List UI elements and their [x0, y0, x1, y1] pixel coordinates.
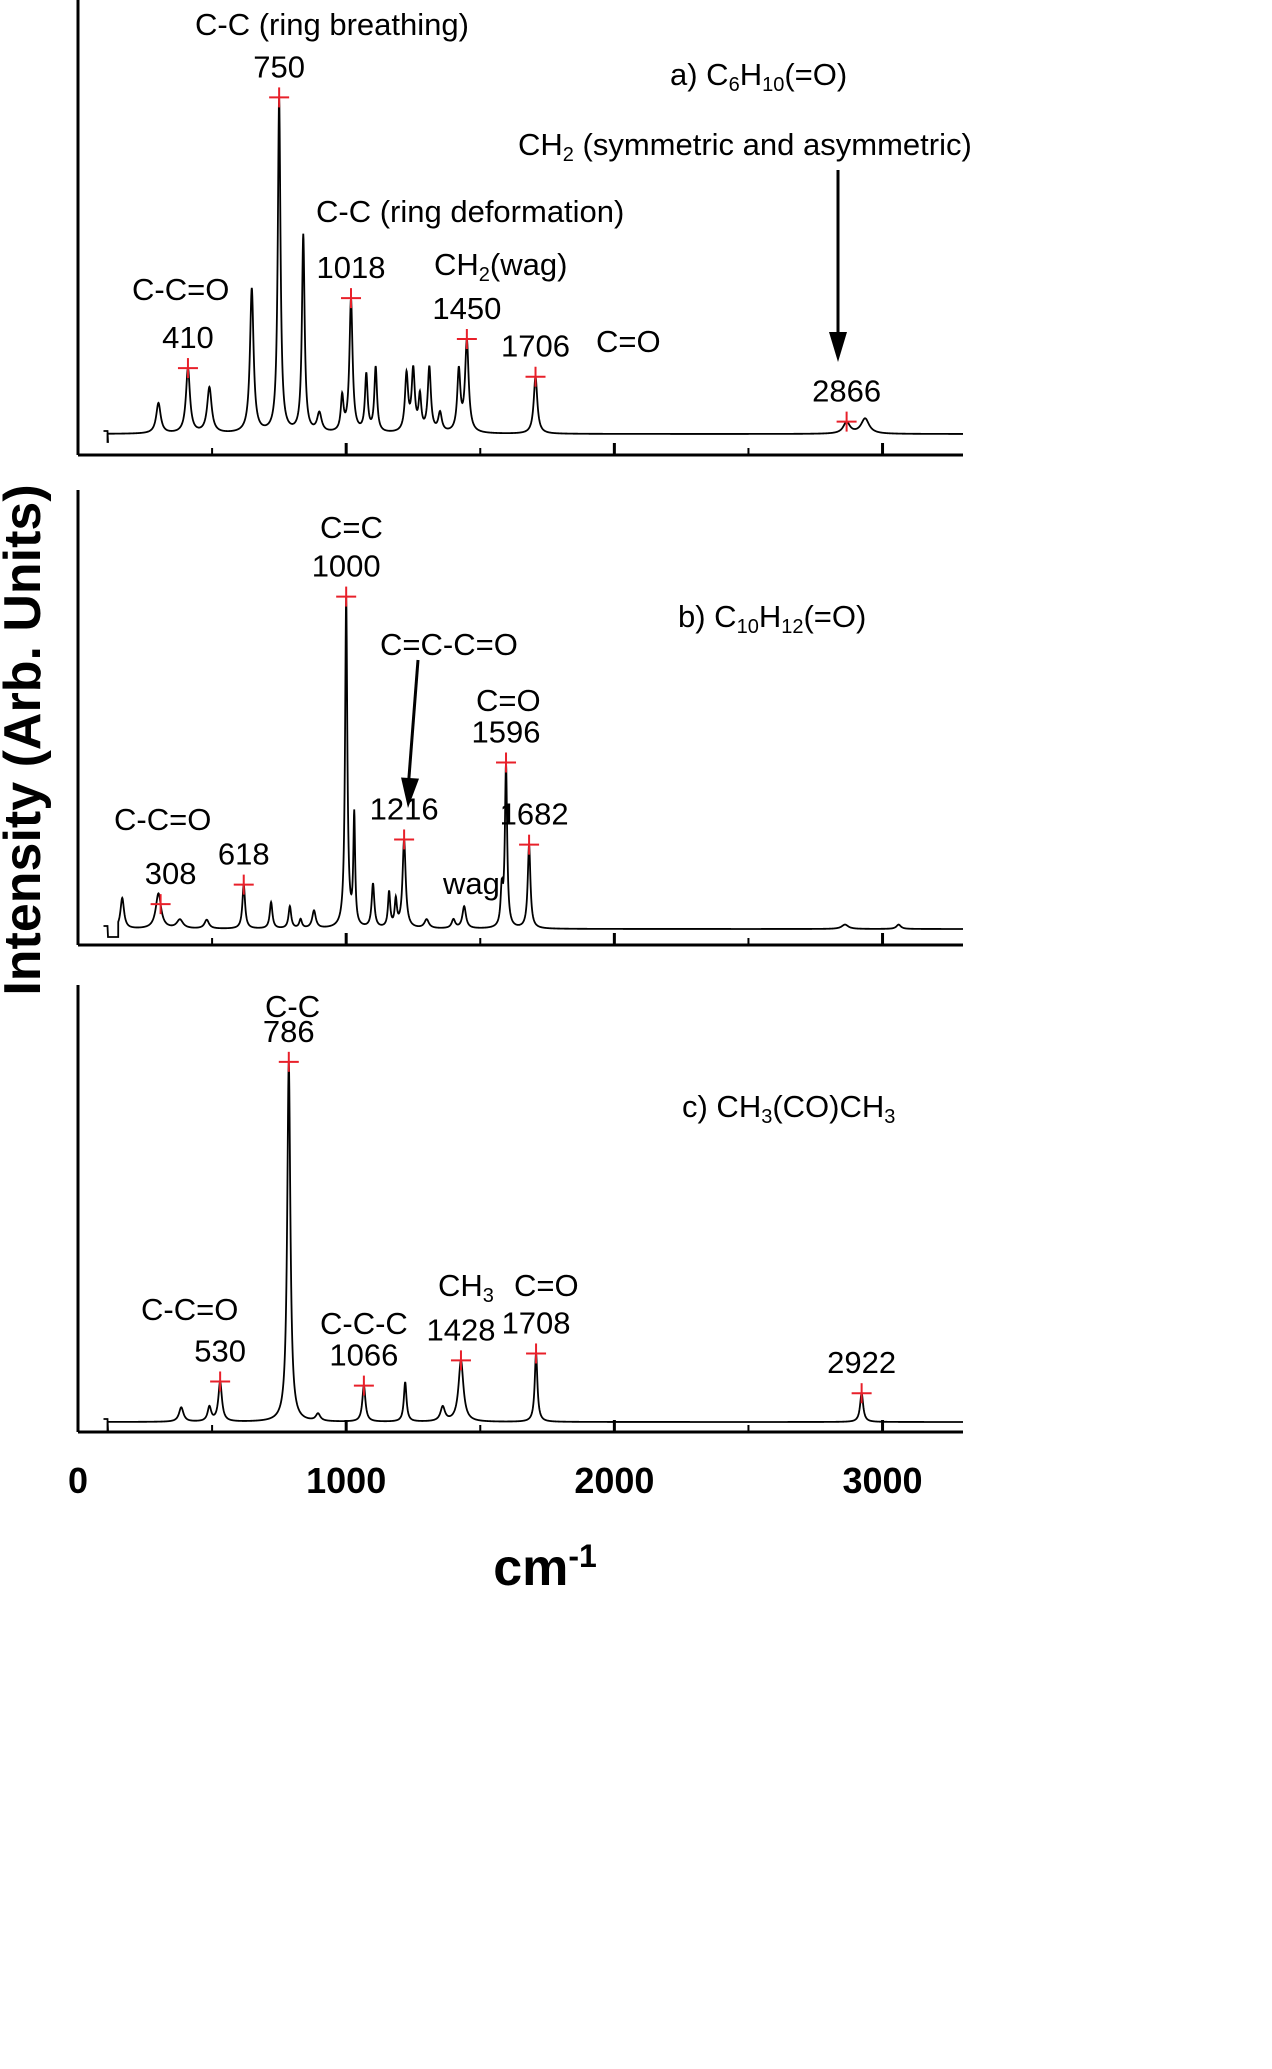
annotation-c-eq-c-part: C=C	[320, 510, 383, 545]
annotation-ch2-wag-part: (wag)	[490, 247, 568, 282]
annotation-c-c-o-part: C-C=O	[141, 1292, 238, 1327]
annotation-c-c-c: C-C-C	[320, 1306, 408, 1341]
annotation-ch3-part: 3	[483, 1285, 494, 1307]
annotation-c-o: C=O	[476, 683, 541, 718]
x-axis-title: cm-1	[493, 1538, 597, 1597]
annotation-c-o: C=O	[514, 1268, 579, 1303]
compound-label-part: 6	[729, 74, 740, 96]
peak-label: 2922	[827, 1345, 896, 1380]
annotation-c-c-c-part: C-C-C	[320, 1306, 408, 1341]
annotation-c-c-part: C-C	[265, 989, 320, 1024]
annotation-c-o: C=O	[596, 324, 661, 359]
annotation-ch2-wag-part: 2	[479, 264, 490, 286]
peak-label: 1682	[500, 797, 569, 832]
compound-label-part: a) C	[670, 57, 729, 92]
annotation-ch3: CH3	[438, 1268, 494, 1307]
annotation-ch2-stretch-part: (symmetric and asymmetric)	[574, 127, 972, 162]
spectrum-line	[103, 596, 963, 938]
peak-label: 410	[162, 320, 214, 355]
annotation-conj: C=C-C=O	[380, 627, 518, 662]
peak-label: 1066	[329, 1338, 398, 1373]
annotation-c-c-o-part: C-C=O	[114, 802, 211, 837]
annotation-c-o-part: C=O	[514, 1268, 579, 1303]
peak-label: 1706	[501, 329, 570, 364]
arrow-ch2-head	[829, 332, 847, 362]
annotation-wag: wag	[442, 866, 500, 901]
compound-label-part: 10	[737, 616, 759, 638]
x-tick-label: 0	[68, 1460, 88, 1501]
compound-label: b) C10H12(=O)	[678, 599, 866, 638]
x-axis-title-base: cm	[493, 1539, 568, 1597]
annotation-ring-deformation-part: C-C (ring deformation)	[316, 194, 624, 229]
peak-label: 2866	[812, 374, 881, 409]
arrow-conj-shaft	[406, 659, 420, 791]
x-axis-title-exp: -1	[568, 1538, 596, 1574]
compound-label-part: (=O)	[803, 599, 866, 634]
peak-label: 618	[218, 837, 270, 872]
annotation-c-o-part: C=O	[476, 683, 541, 718]
y-axis-title: Intensity (Arb. Units)	[0, 484, 52, 995]
compound-label: a) C6H10(=O)	[670, 57, 847, 96]
arrow-conj-head	[401, 777, 420, 808]
panel-b: 308 618 1000 1216 1596 1682 C-C=O C=C C=C-C=O C=O…	[76, 490, 963, 947]
annotation-ring-deformation: C-C (ring deformation)	[316, 194, 624, 229]
compound-label-part: c) CH	[682, 1089, 761, 1124]
compound-label-part: 10	[762, 74, 784, 96]
peak-label: 786	[263, 1014, 315, 1049]
peak-label: 1000	[312, 549, 381, 584]
peak-label: 1018	[317, 250, 386, 285]
x-tick-label: 3000	[842, 1460, 922, 1501]
compound-label-part: b) C	[678, 599, 737, 634]
annotation-ring-breathing-part: C-C (ring breathing)	[195, 7, 469, 42]
annotation-c-eq-c: C=C	[320, 510, 383, 545]
compound-label-part: H	[740, 57, 762, 92]
annotation-cc-o-part: C-C=O	[132, 272, 229, 307]
annotation-conj-part: C=C-C=O	[380, 627, 518, 662]
annotation-c-o-part: C=O	[596, 324, 661, 359]
annotation-ch2-wag: CH2(wag)	[434, 247, 567, 286]
annotation-cc-o: C-C=O	[132, 272, 229, 307]
compound-label-part: H	[759, 599, 781, 634]
compound-label-part: 3	[884, 1106, 895, 1128]
peak-label: 1428	[426, 1312, 495, 1347]
annotation-ch3-part: CH	[438, 1268, 483, 1303]
spectrum-line	[103, 1061, 963, 1431]
x-tick-label: 1000	[306, 1460, 386, 1501]
peak-label: 1216	[370, 791, 439, 826]
peak-label: 1596	[472, 714, 541, 749]
annotation-c-c-o: C-C=O	[141, 1292, 238, 1327]
annotation-c-c: C-C	[265, 989, 320, 1024]
annotation-ch2-stretch-part: CH	[518, 127, 563, 162]
annotation-ch2-stretch-part: 2	[563, 144, 574, 166]
compound-label-part: 3	[761, 1106, 772, 1128]
annotation-wag-part: wag	[442, 866, 500, 901]
annotation-ring-breathing: C-C (ring breathing)	[195, 7, 469, 42]
peak-label: 308	[145, 856, 197, 891]
annotation-c-c-o: C-C=O	[114, 802, 211, 837]
annotation-ch2-wag-part: CH	[434, 247, 479, 282]
peak-label: 1708	[502, 1305, 571, 1340]
annotation-ch2-stretch: CH2 (symmetric and asymmetric)	[518, 127, 972, 166]
peak-label: 750	[253, 49, 305, 84]
x-tick-label: 2000	[574, 1460, 654, 1501]
compound-label: c) CH3(CO)CH3	[682, 1089, 895, 1128]
compound-label-part: (CO)CH	[772, 1089, 884, 1124]
compound-label-part: 12	[781, 616, 803, 638]
peak-label: 530	[194, 1333, 246, 1368]
compound-label-part: (=O)	[784, 57, 847, 92]
peak-label: 1450	[432, 291, 501, 326]
